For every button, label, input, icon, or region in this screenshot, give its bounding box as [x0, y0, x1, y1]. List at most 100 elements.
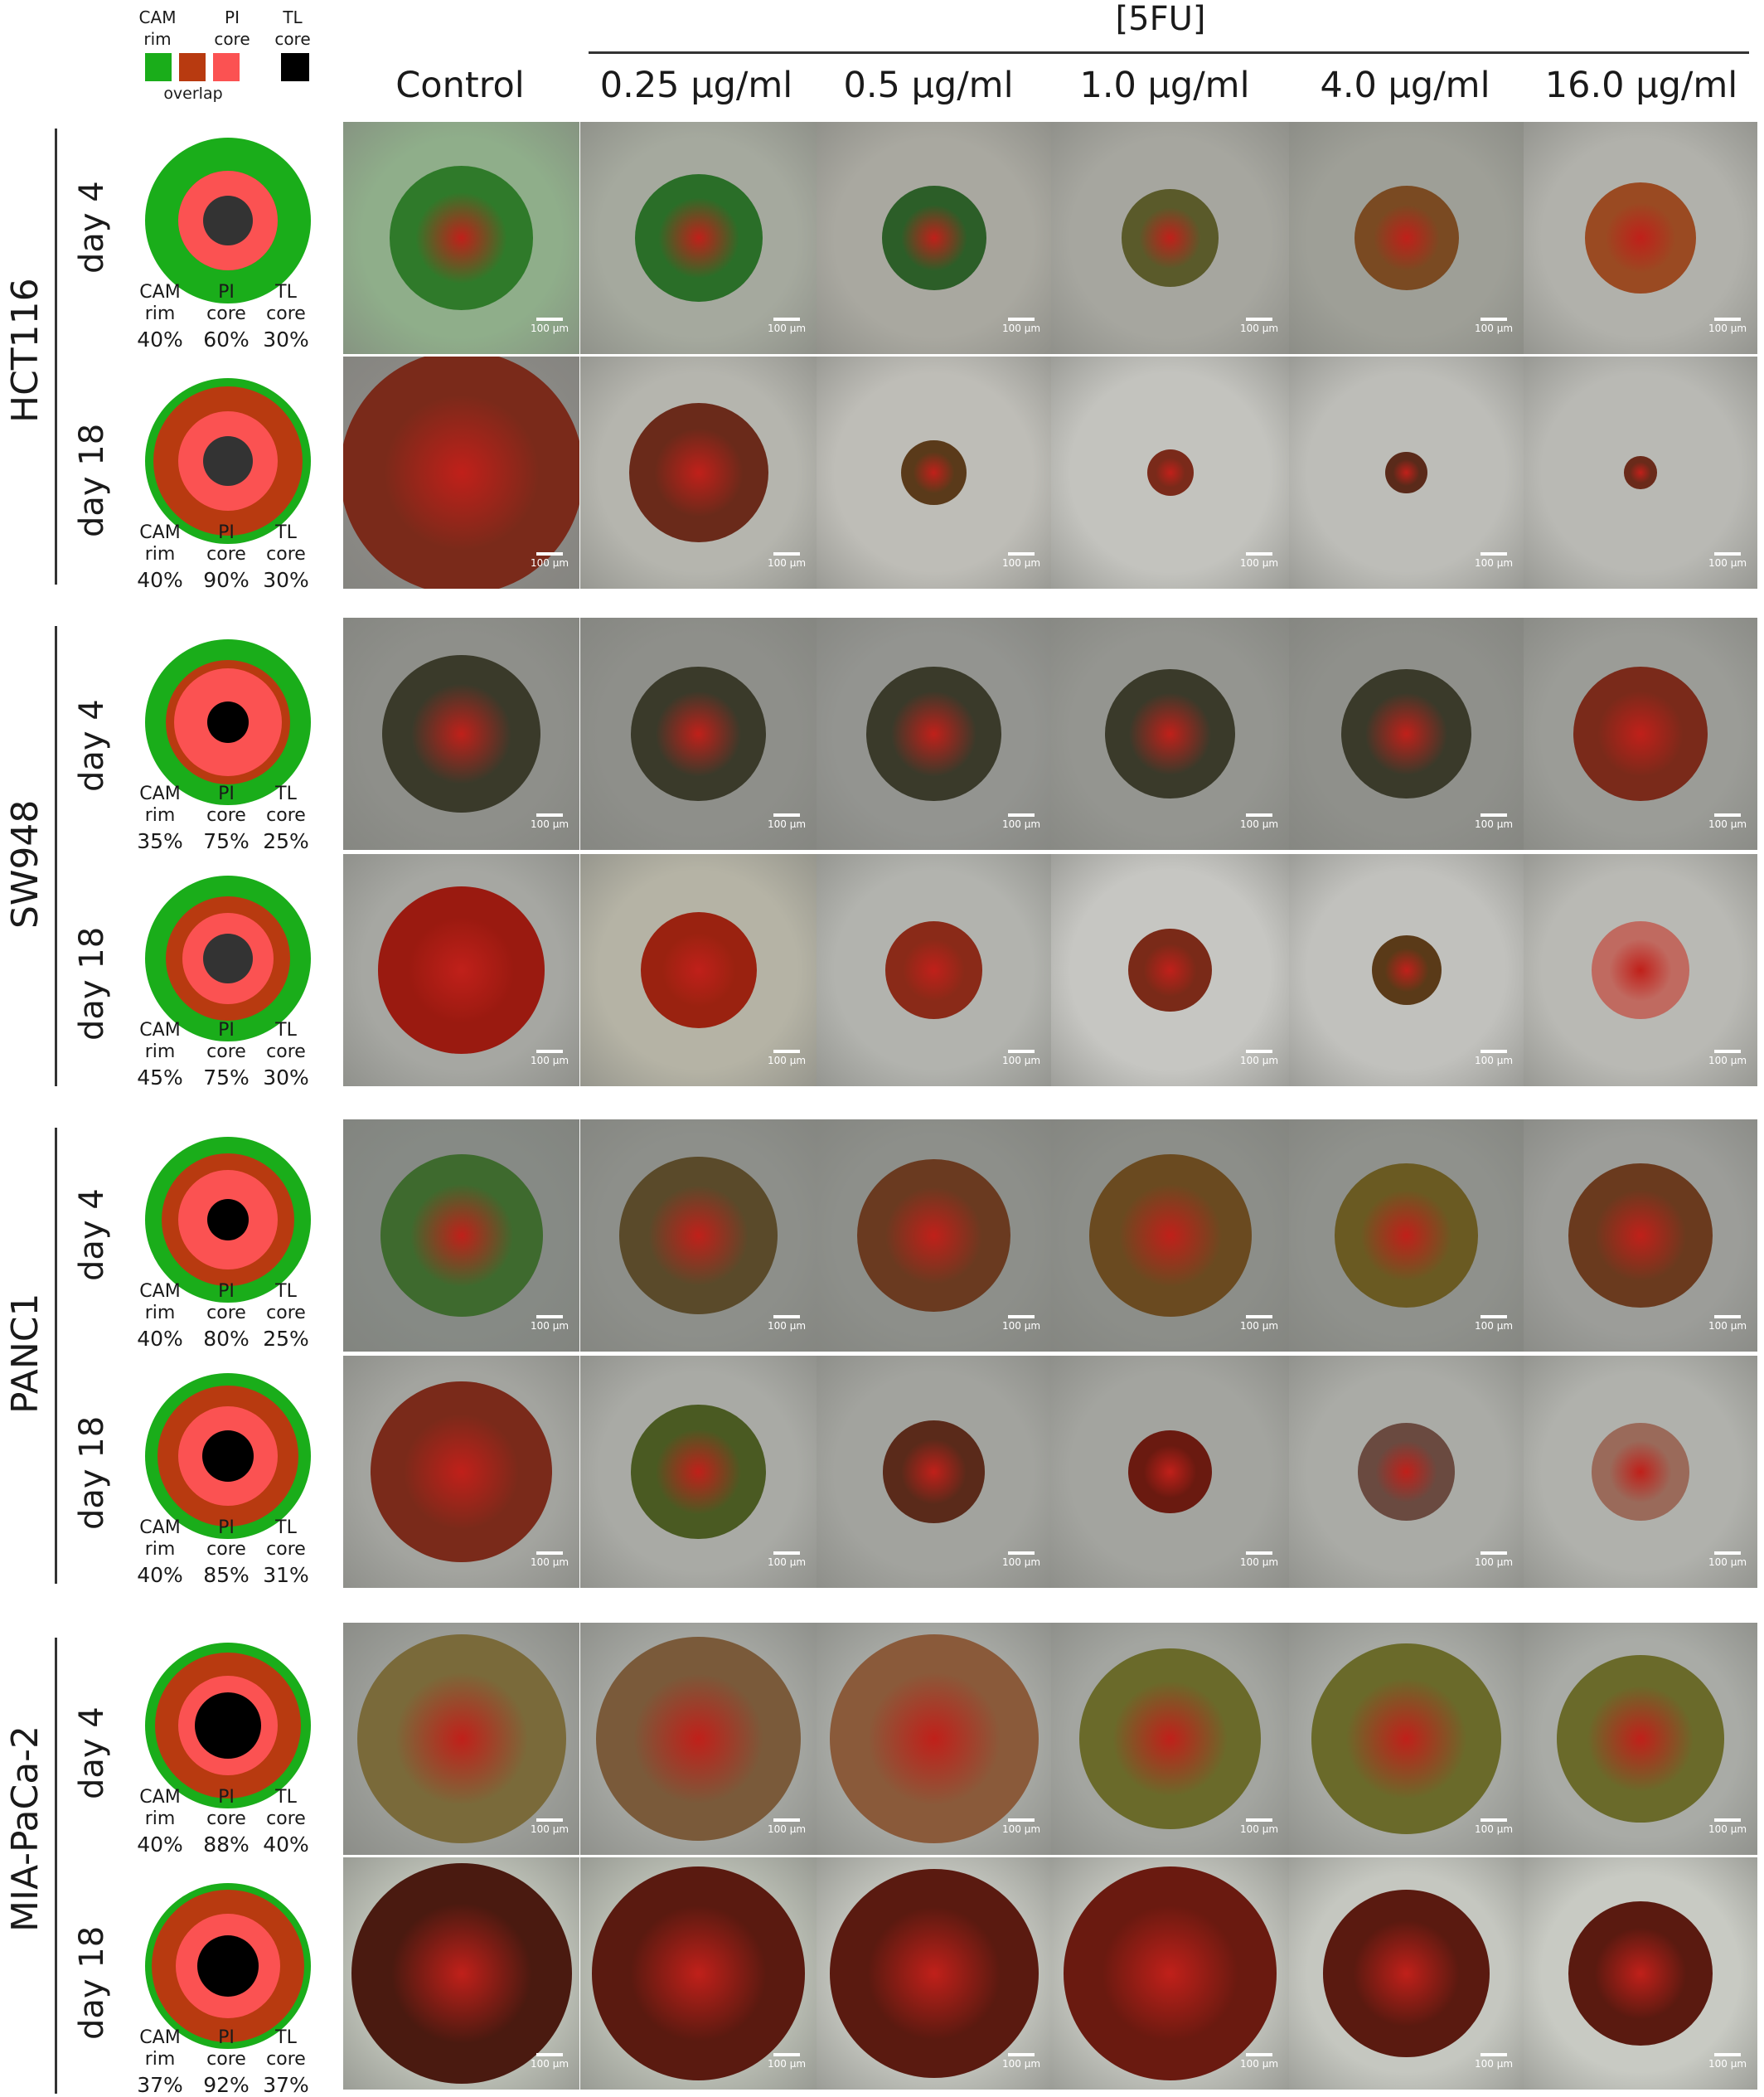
day-label: day 4: [73, 181, 111, 274]
treatment-group-line: [589, 51, 1749, 54]
scale-bar-text: 100 µm: [1474, 1055, 1514, 1066]
scale-bar-line: [536, 1315, 563, 1318]
cam-stat-value: 40%: [137, 1832, 183, 1857]
day-label: day 18: [73, 1415, 111, 1530]
scale-bar: 100 µm: [768, 813, 806, 838]
micrograph-tile: 100 µm: [1524, 1119, 1757, 1352]
micrograph-tile: 100 µm: [1051, 618, 1289, 850]
scale-bar: 100 µm: [1002, 1551, 1040, 1576]
scale-bar-line: [1480, 813, 1507, 817]
spheroid: [343, 357, 579, 589]
scale-bar: 100 µm: [531, 318, 569, 342]
cell-line-divider-hct116: [55, 129, 57, 585]
scale-bar-text: 100 µm: [1001, 1055, 1041, 1066]
spheroid: [382, 654, 540, 813]
scale-bar-text: 100 µm: [1474, 1320, 1514, 1332]
legend-tl-label: TL core: [264, 7, 322, 50]
scale-bar-text: 100 µm: [1239, 1556, 1279, 1568]
legend-tl-text: TL: [283, 7, 303, 27]
scale-bar: 100 µm: [1475, 552, 1513, 577]
tl-stat-label: TL core: [257, 2027, 315, 2070]
tl-stat-label: TL core: [257, 1787, 315, 1830]
cam-stat-name: CAM: [139, 522, 181, 543]
spheroid: [1079, 1648, 1261, 1830]
treatment-group-title: [5FU]: [1115, 0, 1206, 38]
micrograph-tile: 100 µm: [1051, 854, 1289, 1086]
scale-bar-text: 100 µm: [1239, 818, 1279, 830]
scale-bar-text: 100 µm: [530, 1055, 569, 1066]
micrograph-tile: 100 µm: [1524, 1356, 1757, 1588]
tl-stat-label: TL core: [257, 522, 315, 566]
cam-stat-name: CAM: [139, 282, 181, 303]
pi-stat-label: PI core: [197, 1787, 255, 1830]
scale-bar: 100 µm: [1002, 1818, 1040, 1843]
spheroid: [1311, 1643, 1502, 1834]
cam-stat-name: CAM: [139, 1281, 181, 1302]
legend-tl-core-text: core: [274, 29, 311, 49]
micrograph-tile: 100 µm: [817, 854, 1051, 1086]
scale-bar: 100 µm: [1708, 1050, 1747, 1075]
spheroid: [1357, 1423, 1456, 1521]
pi-stat-label: PI core: [197, 522, 255, 566]
tl-stat-sub: core: [266, 544, 306, 565]
scale-bar-line: [1246, 1551, 1272, 1555]
scale-bar-text: 100 µm: [1239, 1320, 1279, 1332]
scale-bar-line: [1714, 813, 1741, 817]
tl-stat-name: TL: [275, 1787, 297, 1808]
micrograph-tile: 100 µm: [580, 122, 817, 354]
legend-cam-label: CAM rim: [128, 7, 187, 50]
scale-bar-text: 100 µm: [1239, 557, 1279, 569]
pi-stat-sub: core: [206, 544, 246, 565]
scale-bar: 100 µm: [1240, 1315, 1278, 1340]
tl-stat-name: TL: [275, 1517, 297, 1538]
spheroid: [596, 1636, 801, 1842]
tl-stat-value: 40%: [263, 1832, 309, 1857]
tl-stat-name: TL: [275, 522, 297, 543]
pi-stat-name: PI: [218, 1281, 235, 1302]
micrograph-tile: 100 µm: [817, 618, 1051, 850]
cam-stat-value: 35%: [137, 829, 183, 853]
spheroid: [1624, 456, 1657, 489]
pi-stat-value: 85%: [203, 1563, 250, 1587]
pi-stat-name: PI: [218, 784, 235, 804]
scale-bar-text: 100 µm: [1239, 1823, 1279, 1835]
scale-bar-line: [773, 1315, 800, 1318]
tl-stat-name: TL: [275, 282, 297, 303]
cam-stat-name: CAM: [139, 1787, 181, 1808]
tl-stat-sub: core: [266, 2049, 306, 2070]
micrograph-tile: 100 µm: [1051, 1119, 1289, 1352]
scale-bar: 100 µm: [1002, 2053, 1040, 2078]
scale-bar: 100 µm: [768, 1315, 806, 1340]
cam-stat-label: CAM rim: [131, 522, 189, 566]
scale-bar-text: 100 µm: [1474, 1823, 1514, 1835]
scale-bar-line: [1714, 552, 1741, 556]
micrograph-tile: 100 µm: [580, 854, 817, 1086]
tl-stat-sub: core: [266, 805, 306, 826]
pi-stat-value: 90%: [203, 568, 250, 592]
tl-stat-sub: core: [266, 1539, 306, 1560]
scale-bar-text: 100 µm: [1708, 1055, 1747, 1066]
cam-stat-sub: rim: [144, 1041, 176, 1062]
pi-stat-sub: core: [206, 1808, 246, 1829]
tl-stat-label: TL core: [257, 1517, 315, 1561]
cam-stat-sub: rim: [144, 1303, 176, 1323]
cam-stat-value: 40%: [137, 1327, 183, 1351]
scale-bar-line: [1246, 1315, 1272, 1318]
micrograph-tile: 100 µm: [1051, 357, 1289, 589]
scale-bar: 100 µm: [1708, 318, 1747, 342]
micrograph-tile: 100 µm: [1051, 1356, 1289, 1588]
spheroid: [1568, 1901, 1713, 2046]
scale-bar-line: [1480, 318, 1507, 321]
spheroid: [1121, 189, 1219, 287]
scale-bar-text: 100 µm: [767, 2058, 807, 2070]
tl-stat-sub: core: [266, 1041, 306, 1062]
scale-bar-text: 100 µm: [530, 1556, 569, 1568]
scale-bar-text: 100 µm: [1708, 1556, 1747, 1568]
scale-bar: 100 µm: [531, 1551, 569, 1576]
legend-rim-text: rim: [143, 29, 172, 49]
scale-bar: 100 µm: [768, 1818, 806, 1843]
cell-line-divider-sw948: [55, 626, 57, 1086]
micrograph-tile: 100 µm: [1289, 618, 1524, 850]
scale-bar-line: [1008, 552, 1035, 556]
pi-stat-name: PI: [218, 1517, 235, 1538]
